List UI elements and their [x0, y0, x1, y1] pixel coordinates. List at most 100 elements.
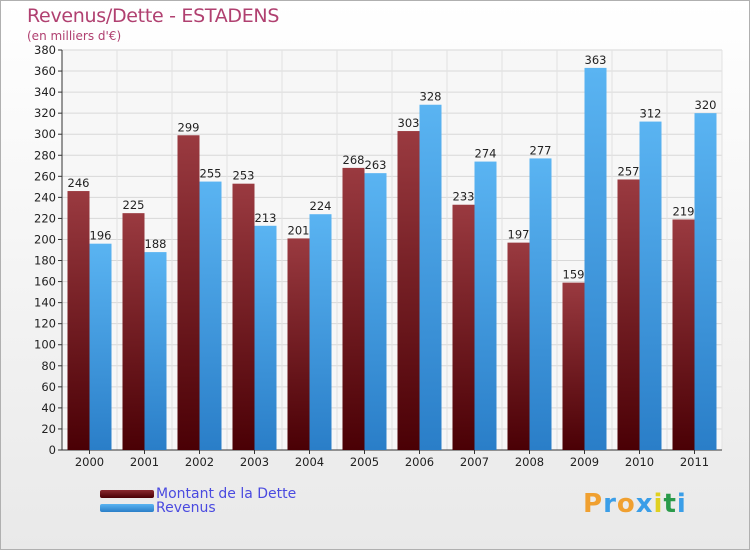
data-label: 224: [310, 199, 332, 213]
data-label: 225: [123, 198, 145, 212]
y-tick-label: 320: [34, 106, 56, 120]
bar-revenus: [144, 252, 167, 450]
y-tick-label: 220: [34, 211, 56, 225]
x-tick-label: 2004: [295, 455, 324, 469]
data-label: 320: [695, 98, 717, 112]
data-label: 303: [398, 116, 420, 130]
bar-revenus: [309, 214, 332, 450]
logo-letter: r: [603, 489, 617, 519]
y-tick-label: 280: [34, 148, 56, 162]
logo-letter: x: [635, 489, 654, 519]
x-tick-label: 2006: [405, 455, 434, 469]
legend: Montant de la Dette Revenus: [100, 486, 296, 516]
logo-letter: i: [653, 489, 664, 519]
bar-revenus: [474, 161, 497, 450]
data-label: 299: [178, 120, 200, 134]
y-tick-label: 300: [34, 127, 56, 141]
bar-revenus: [639, 121, 662, 450]
bar-dette: [617, 179, 640, 450]
data-label: 159: [563, 268, 585, 282]
bar-dette: [397, 131, 420, 451]
logo-letter: o: [616, 489, 636, 519]
bar-revenus: [364, 173, 387, 450]
logo-letter: i: [676, 489, 687, 519]
y-tick-label: 380: [34, 43, 56, 57]
y-tick-label: 0: [49, 443, 56, 457]
x-tick-label: 2002: [185, 455, 214, 469]
y-tick-label: 140: [34, 296, 56, 310]
bar-dette: [287, 238, 310, 450]
bar-revenus: [89, 243, 112, 450]
y-tick-label: 260: [34, 169, 56, 183]
bar-revenus: [254, 225, 277, 450]
y-tick-label: 160: [34, 275, 56, 289]
bar-revenus: [529, 158, 552, 450]
y-tick-label: 100: [34, 338, 56, 352]
bar-dette: [507, 242, 530, 450]
y-tick-label: 20: [41, 422, 56, 436]
data-label: 201: [288, 223, 310, 237]
bar-dette: [562, 282, 585, 450]
logo-letter: t: [663, 489, 677, 519]
bar-revenus: [584, 67, 607, 450]
logo-letter: P: [583, 489, 604, 519]
data-label: 255: [200, 167, 222, 181]
chart-title: Revenus/Dette - ESTADENS: [27, 5, 280, 27]
y-tick-label: 80: [41, 359, 56, 373]
bar-dette: [177, 135, 200, 450]
legend-label-dette: Montant de la Dette: [156, 486, 297, 502]
legend-swatch-revenus: [100, 504, 154, 512]
bar-revenus: [199, 181, 222, 450]
chart-subtitle: (en milliers d'€): [27, 29, 122, 43]
bar-dette: [342, 167, 365, 451]
data-label: 328: [420, 90, 442, 104]
x-tick-label: 2005: [350, 455, 379, 469]
axes: 0 20 40 60 80 100 120 140 160 180 200 220 240 260 280 3…: [34, 43, 722, 469]
data-label: 233: [453, 190, 475, 204]
data-label: 312: [640, 107, 662, 121]
y-tick-label: 340: [34, 85, 56, 99]
legend-label-revenus: Revenus: [156, 500, 216, 516]
y-tick-label: 40: [41, 401, 56, 415]
data-label: 268: [343, 153, 365, 167]
data-label: 197: [508, 228, 530, 242]
y-tick-label: 120: [34, 317, 56, 331]
x-tick-label: 2008: [515, 455, 544, 469]
y-tick-label: 60: [41, 380, 56, 394]
data-label: 257: [618, 164, 640, 178]
y-tick-label: 360: [34, 64, 56, 78]
y-tick-label: 200: [34, 232, 56, 246]
data-label: 363: [585, 53, 607, 67]
y-tick-label: 240: [34, 190, 56, 204]
y-tick-label: 180: [34, 254, 56, 268]
x-tick-label: 2007: [460, 455, 489, 469]
data-label: 253: [233, 169, 255, 183]
data-label: 277: [530, 143, 552, 157]
bar-dette: [452, 204, 475, 450]
legend-item-revenus: Revenus: [100, 500, 296, 516]
data-label: 213: [255, 211, 277, 225]
bar-dette: [672, 219, 695, 450]
legend-swatch-dette: [100, 490, 154, 498]
legend-item-dette: Montant de la Dette: [100, 486, 296, 502]
gridlines: [61, 49, 723, 451]
x-tick-label: 2000: [75, 455, 104, 469]
x-tick-label: 2001: [130, 455, 159, 469]
x-tick-label: 2011: [680, 455, 709, 469]
bar-revenus: [694, 113, 717, 450]
x-tick-label: 2010: [625, 455, 654, 469]
data-label: 263: [365, 158, 387, 172]
bars: [67, 67, 717, 451]
data-label: 219: [673, 204, 695, 218]
data-label: 274: [475, 147, 497, 161]
data-label: 246: [68, 176, 90, 190]
bar-dette: [232, 183, 255, 450]
bar-dette: [67, 191, 90, 451]
proxiti-logo: Proxiti: [583, 489, 687, 519]
x-tick-label: 2009: [570, 455, 599, 469]
data-label: 188: [145, 237, 167, 251]
bar-revenus: [419, 104, 442, 450]
x-tick-label: 2003: [240, 455, 269, 469]
